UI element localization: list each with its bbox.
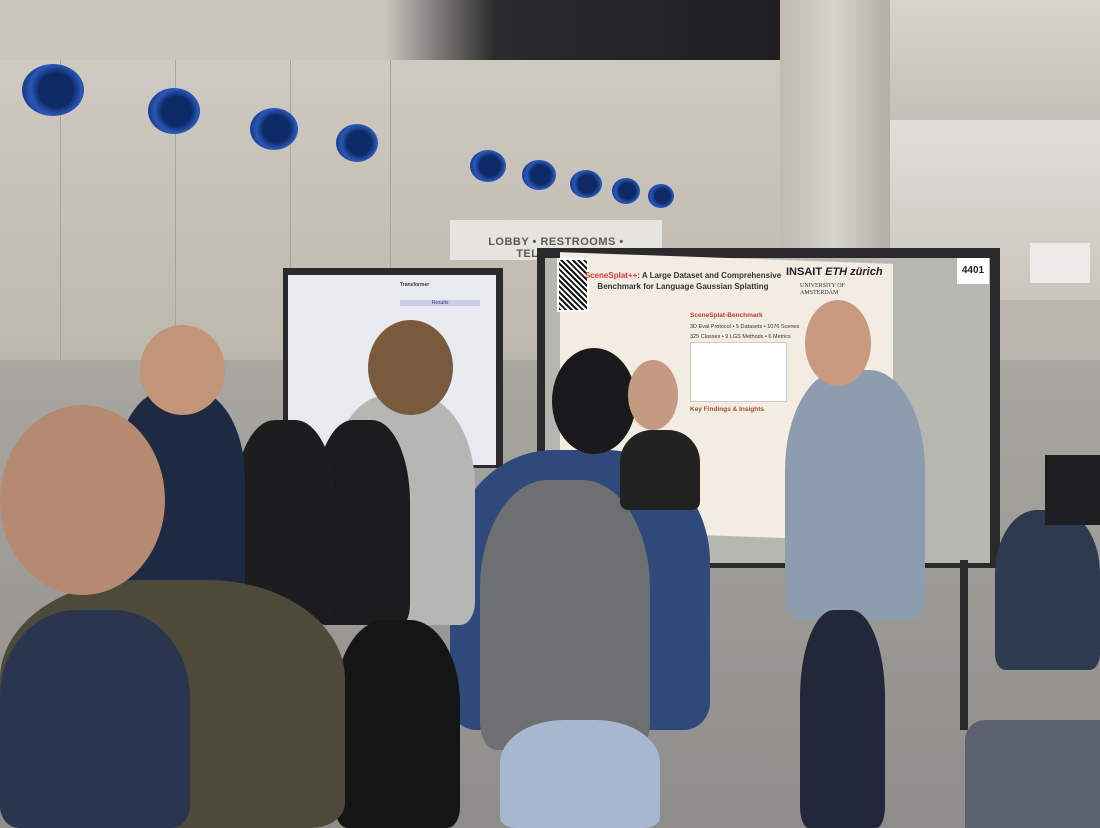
attendee-head (368, 320, 453, 415)
poster-title-rest: : A Large Dataset and Comprehensive Benc… (597, 271, 782, 291)
left-poster-title: Transformer (400, 282, 430, 288)
stats-line: 325 Classes • 9 LGS Methods • 6 Metrics (690, 334, 791, 340)
poster-title: SceneSplat++: A Large Dataset and Compre… (578, 270, 788, 292)
chair-jacket (995, 510, 1100, 670)
laptop (1045, 455, 1100, 525)
attendee-head (628, 360, 678, 430)
eth-logo: ETH zürich (825, 266, 883, 278)
hall-sign (1030, 243, 1090, 283)
stats-line: 3D Eval Protocol • 5 Datasets • 1076 Sce… (690, 324, 800, 330)
wall-panel-seam (390, 60, 391, 360)
wall-panel-seam (290, 60, 291, 360)
attendee-head (552, 348, 636, 454)
pillar (780, 0, 890, 260)
air-duct (336, 124, 378, 162)
findings-heading: Key Findings & Insights (690, 406, 765, 413)
air-duct (522, 160, 556, 190)
insait-logo: INSAIT (786, 266, 823, 278)
attendee-head (0, 405, 165, 595)
poster-board-leg (960, 560, 968, 730)
poster-chart (690, 342, 787, 402)
air-duct (470, 150, 506, 182)
air-duct (648, 184, 674, 208)
attendee-head (140, 325, 225, 415)
backpack (0, 610, 190, 828)
backpack (480, 480, 650, 750)
air-duct (570, 170, 602, 198)
air-duct (612, 178, 640, 204)
attendee-legs (335, 620, 460, 828)
university-logo: UNIVERSITY OF AMSTERDAM (800, 283, 845, 296)
left-poster-results: Results (400, 300, 480, 306)
wall-panel-seam (60, 60, 61, 360)
qr-code (557, 258, 589, 312)
benchmark-stats: 3D Eval Protocol • 5 Datasets • 1076 Sce… (690, 322, 799, 342)
benchmark-heading: SceneSplat-Benchmark (690, 312, 763, 319)
chair (965, 720, 1100, 828)
poster-title-accent: SceneSplat++ (584, 271, 638, 280)
attendee-jeans (500, 720, 660, 828)
air-duct (148, 88, 200, 134)
air-duct (250, 108, 298, 150)
insait-eth-logo: INSAIT ETH zürich (786, 266, 883, 278)
attendee (620, 430, 700, 510)
wall-panel-seam (175, 60, 176, 360)
presenter (785, 370, 925, 620)
air-duct (22, 64, 84, 116)
booth-number: 4401 (957, 258, 989, 284)
presenter-head (805, 300, 871, 386)
presenter-legs (800, 610, 885, 828)
